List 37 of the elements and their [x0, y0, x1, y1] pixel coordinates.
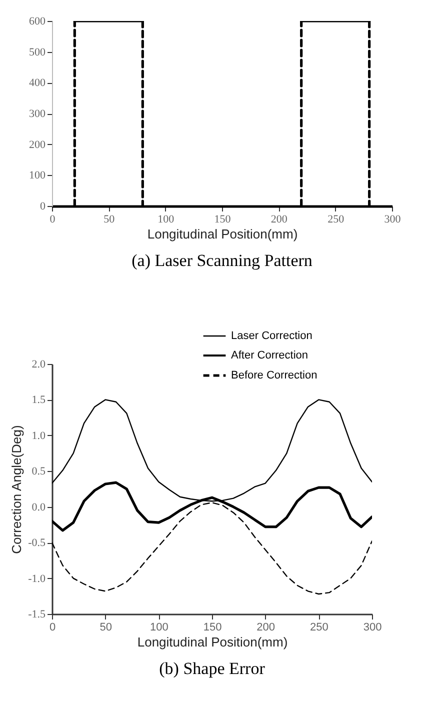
legend-label: Before Correction	[231, 370, 318, 382]
x-tick-label: 100	[158, 214, 175, 226]
y-tick-label: 0.5	[32, 466, 46, 478]
y-tick-label: 1.5	[32, 394, 46, 406]
x-tick-label: 300	[384, 214, 402, 226]
x-axis-title: Longitudinal Position(mm)	[147, 226, 298, 242]
x-tick-label: 200	[256, 622, 276, 634]
x-tick-label: 0	[50, 214, 56, 226]
x-tick-label: 150	[203, 622, 222, 634]
x-tick-label: 100	[150, 622, 168, 634]
legend-label: After Correction	[231, 350, 308, 362]
y-tick-label: 500	[29, 46, 46, 58]
y-tick-label: 2.0	[32, 358, 46, 370]
y-tick-label: -0.5	[28, 537, 46, 550]
x-tick-label: 300	[363, 622, 382, 634]
y-tick-label: 600	[29, 16, 46, 28]
y-tick-label: 0	[40, 200, 46, 212]
y-tick-label: -1.5	[28, 608, 46, 620]
y-tick-label: 0.0	[32, 501, 46, 514]
text: (b) Shape Error	[159, 659, 266, 678]
x-tick-label: 250	[328, 214, 345, 226]
x-tick-label: 50	[104, 214, 116, 226]
x-tick-label: 250	[310, 622, 328, 634]
y-tick-label: -1.0	[28, 572, 46, 585]
x-axis-title: Longitudinal Position(mm)	[137, 634, 288, 650]
y-tick-label: 300	[29, 108, 46, 120]
y-axis-title: Correction Angle(Deg)	[9, 425, 24, 554]
legend-label: Laser Correction	[231, 330, 312, 342]
y-tick-label: 200	[29, 138, 46, 151]
text: (a) Laser Scanning Pattern	[132, 251, 313, 270]
x-tick-label: 150	[214, 214, 232, 226]
y-tick-label: 1.0	[32, 430, 46, 442]
x-tick-label: 50	[100, 622, 112, 634]
x-tick-label: 200	[270, 214, 288, 226]
y-tick-label: 400	[29, 77, 46, 90]
x-tick-label: 0	[49, 622, 56, 634]
y-tick-label: 100	[29, 170, 46, 182]
